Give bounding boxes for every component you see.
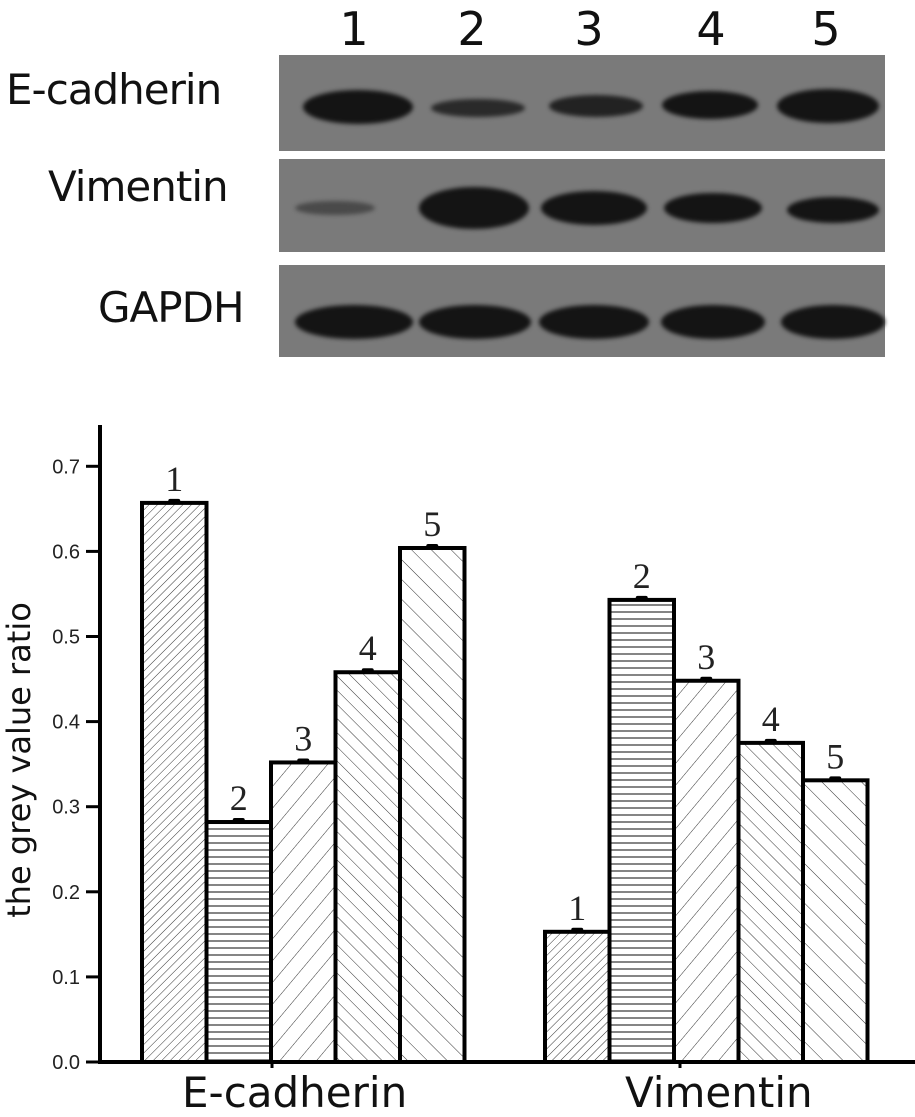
- band: [787, 197, 879, 223]
- lane-number-2: 2: [457, 2, 487, 56]
- band: [777, 89, 879, 123]
- x-category-vimentin: Vimentin: [625, 1068, 813, 1117]
- y-tick-label: 0.0: [52, 1052, 80, 1074]
- band: [431, 99, 525, 117]
- bar-value-label: 5: [826, 736, 844, 776]
- band: [419, 305, 531, 339]
- error-bar: [764, 738, 777, 744]
- y-tick-label: 0.5: [52, 627, 80, 649]
- blot-panel-vimentin: [279, 159, 885, 252]
- lane-number-5: 5: [811, 2, 841, 56]
- band: [295, 201, 375, 215]
- lane-number-3: 3: [574, 2, 604, 56]
- bar-e-cadherin-1: 1: [140, 459, 209, 1064]
- bar-vimentin-2: 2: [607, 556, 676, 1064]
- error-bar: [232, 818, 245, 824]
- error-bar: [361, 668, 374, 674]
- bar-e-cadherin-5: 5: [398, 504, 467, 1064]
- bar-value-label: 2: [633, 556, 651, 596]
- y-tick-label: 0.4: [52, 712, 80, 734]
- y-tick-label: 0.3: [52, 797, 80, 819]
- bar-value-label: 3: [697, 637, 715, 677]
- bar-value-label: 1: [165, 459, 183, 499]
- band: [661, 305, 765, 339]
- y-tick-label: 0.6: [52, 541, 80, 563]
- blot-panel-gapdh: [279, 265, 885, 357]
- y-tick-label: 0.1: [52, 967, 80, 989]
- band: [549, 95, 643, 117]
- band: [539, 305, 649, 339]
- blot-label-gapdh: GAPDH: [98, 283, 245, 332]
- bar-e-cadherin-3: 3: [269, 718, 338, 1064]
- blot-panel-e-cadherin: [279, 55, 885, 151]
- blot-label-vimentin: Vimentin: [48, 162, 229, 211]
- error-bar: [635, 595, 648, 601]
- error-bar: [168, 498, 181, 504]
- bar-e-cadherin-2: 2: [204, 778, 273, 1064]
- band: [664, 193, 762, 223]
- band: [419, 187, 529, 229]
- lane-number-4: 4: [696, 2, 726, 56]
- bar-value-label: 4: [359, 628, 377, 668]
- error-bar: [571, 927, 584, 933]
- band: [295, 305, 413, 339]
- error-bar: [426, 543, 439, 549]
- chart-bars: 1 2 3 4 5 1 2 3 4 5: [140, 459, 870, 1064]
- lane-number-1: 1: [339, 2, 369, 56]
- y-tick-label: 0.2: [52, 882, 80, 904]
- bar-e-cadherin-4: 4: [333, 628, 402, 1064]
- band: [781, 305, 885, 339]
- band: [662, 91, 758, 119]
- y-axis-label: the grey value ratio: [0, 602, 38, 918]
- blot-label-e-cadherin: E-cadherin: [6, 65, 222, 114]
- band: [303, 90, 413, 124]
- error-bar: [700, 676, 713, 682]
- bar-value-label: 3: [294, 718, 312, 758]
- bar-vimentin-5: 5: [801, 736, 870, 1064]
- bar-vimentin-1: 1: [543, 888, 612, 1064]
- bar-vimentin-4: 4: [736, 699, 805, 1064]
- bar-value-label: 2: [230, 778, 248, 818]
- bar-value-label: 4: [762, 699, 780, 739]
- bar-value-label: 5: [423, 504, 441, 544]
- x-category-e-cadherin: E-cadherin: [182, 1068, 408, 1117]
- error-bar: [297, 758, 310, 764]
- bar-vimentin-3: 3: [672, 637, 741, 1064]
- y-tick-label: 0.7: [52, 456, 80, 478]
- bar-value-label: 1: [568, 888, 586, 928]
- error-bar: [829, 776, 842, 782]
- band: [541, 191, 647, 225]
